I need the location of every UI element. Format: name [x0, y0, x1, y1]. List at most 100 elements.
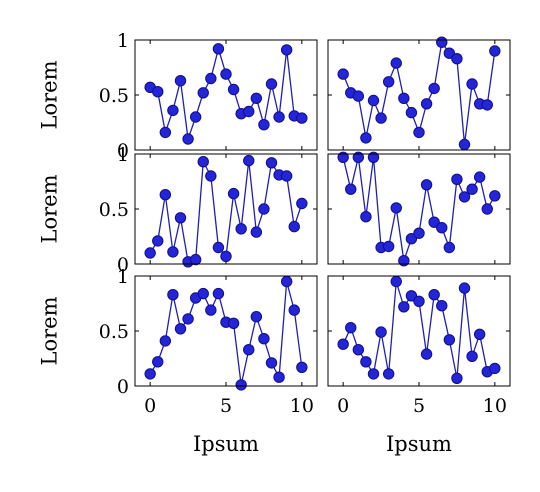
- panel-3-1-point-14: [243, 344, 255, 356]
- panel-1-2-point-16: [451, 53, 463, 65]
- panel-1-1-point-19: [280, 44, 293, 56]
- panel-3-2-point-5: [367, 368, 380, 380]
- panel-3-2-point-21: [489, 362, 501, 375]
- panel-2-2-point-20: [481, 203, 493, 215]
- panel-2-2-point-13: [428, 216, 440, 228]
- panel-3-2-point-2: [345, 322, 357, 334]
- panel-1-2-point-6: [375, 112, 387, 124]
- panel-2-1-point-7: [189, 253, 202, 266]
- panel-3-1-point-5: [174, 323, 187, 335]
- panel-3-1-point-8: [197, 287, 209, 300]
- panel-3-2-point-7: [382, 368, 395, 380]
- panel-2-2-point-9: [398, 255, 410, 267]
- panel-1-1-point-17: [265, 78, 278, 90]
- panel-1-2-point-10: [405, 106, 418, 119]
- panel-3-2-point-6: [375, 326, 387, 338]
- panel-3-2-point-11: [413, 295, 425, 307]
- panel-1-1-point-14: [243, 105, 255, 118]
- panel-3-1-xtick-label: 0: [144, 395, 156, 417]
- panel-3-1-point-3: [159, 335, 172, 347]
- panel-1-1-ytick-label: 0.5: [99, 85, 129, 107]
- panel-2-1: 0 0.5 1 Lorem: [38, 144, 318, 276]
- panel-3-1-point-18: [273, 371, 285, 383]
- panel-1-1-point-11: [220, 68, 232, 80]
- panel-3-2-point-16: [451, 372, 463, 384]
- panel-1-2-point-20: [481, 99, 493, 111]
- panel-3-1-point-13: [235, 379, 247, 391]
- panel-3-1-frame: [134, 275, 318, 387]
- panel-2-2-point-15: [443, 241, 456, 254]
- panel-1-1-point-12: [227, 83, 240, 96]
- panel-2-2-point-21: [489, 190, 501, 202]
- panel-2-1-point-13: [235, 223, 247, 235]
- panel-3-2: 0 5 10 Ipsum: [327, 275, 511, 456]
- panel-3-1-point-9: [205, 304, 217, 316]
- panel-3-2-frame: [327, 275, 511, 387]
- panel-2-1-point-15: [250, 226, 263, 238]
- panel-1-2-point-1: [337, 68, 349, 80]
- panel-2-2-point-16: [451, 173, 463, 186]
- panel-2-1-point-21: [296, 197, 308, 210]
- panel-1-1-point-4: [167, 104, 179, 117]
- panel-3-1-point-19: [280, 275, 293, 288]
- panel-2-2-point-18: [466, 183, 478, 195]
- panel-2-1-ytick-label: 0: [117, 254, 129, 276]
- panel-2-1-point-9: [205, 170, 217, 182]
- panel-3-1-point-12: [227, 317, 240, 329]
- panel-1-2-point-9: [398, 92, 410, 105]
- panel-1-2-point-15: [443, 47, 456, 59]
- panel-2-1-point-3: [159, 189, 172, 201]
- panel-2-1-point-14: [243, 154, 255, 167]
- panel-2-2-point-10: [405, 233, 418, 245]
- panel-2-1-point-17: [265, 157, 278, 169]
- panel-1-1-point-16: [258, 119, 270, 131]
- panel-3-1-xtick-label: 10: [290, 395, 314, 417]
- panel-3-2-xtick-label: 5: [413, 395, 425, 417]
- panel-1-2-point-21: [489, 45, 501, 57]
- panel-1-1-point-2: [152, 86, 164, 98]
- panel-3-2-xtick-label: 10: [483, 395, 507, 417]
- panel-1-1-point-18: [273, 111, 285, 123]
- panel-1-2-point-7: [382, 76, 395, 88]
- panel-3-1-point-15: [250, 311, 263, 323]
- panel-1-2-point-18: [466, 78, 478, 90]
- panel-1-2-point-13: [428, 82, 440, 95]
- panel-1-2-point-5: [367, 94, 380, 107]
- panel-1-1-point-3: [159, 126, 172, 139]
- panel-3-2-point-19: [473, 328, 486, 340]
- panel-1-1-ytick-label: 1: [117, 30, 129, 52]
- panel-2-1-ytick-label: 1: [117, 144, 129, 166]
- panel-2-2-point-17: [458, 191, 471, 203]
- panel-3-2-point-18: [466, 350, 478, 362]
- panel-1-1-point-5: [174, 75, 187, 87]
- panel-2-2-point-11: [413, 227, 425, 239]
- panel-2-2-point-4: [360, 211, 372, 223]
- panel-3-2-point-17: [458, 282, 471, 294]
- panel-1-2-point-14: [436, 36, 448, 48]
- panel-2-1-point-2: [152, 235, 164, 247]
- panel-1-1-ylabel: Lorem: [38, 60, 62, 129]
- panel-2-2-point-7: [382, 240, 395, 253]
- panel-2-2-series-1-line: [342, 157, 496, 261]
- panel-3-1-point-21: [296, 361, 308, 373]
- panel-1-1-point-10: [212, 43, 225, 55]
- panel-1-1-point-7: [189, 111, 202, 123]
- panel-1-2-frame: [327, 39, 511, 151]
- panel-1-1-point-21: [296, 112, 308, 124]
- panel-3-1-point-4: [167, 289, 179, 301]
- panel-2-2-point-19: [473, 171, 486, 183]
- panel-3-1-point-10: [212, 287, 225, 300]
- panel-3-1-xlabel: Ipsum: [193, 432, 259, 456]
- panel-1-1-series-1-line: [149, 46, 303, 140]
- panel-3-1-point-6: [182, 313, 194, 325]
- panel-1-1-frame: [134, 39, 318, 151]
- panel-3-1-ytick-label: 0.5: [99, 321, 129, 343]
- panel-3-1-ytick-label: 0: [117, 376, 129, 398]
- panel-2-1-ylabel: Lorem: [38, 174, 62, 243]
- panel-3-1-ylabel: Lorem: [38, 296, 62, 365]
- panel-2-1-point-19: [280, 170, 293, 182]
- panel-1-2-point-4: [360, 132, 372, 144]
- panel-2-1-point-10: [212, 241, 225, 254]
- panel-1-2-point-12: [420, 98, 433, 110]
